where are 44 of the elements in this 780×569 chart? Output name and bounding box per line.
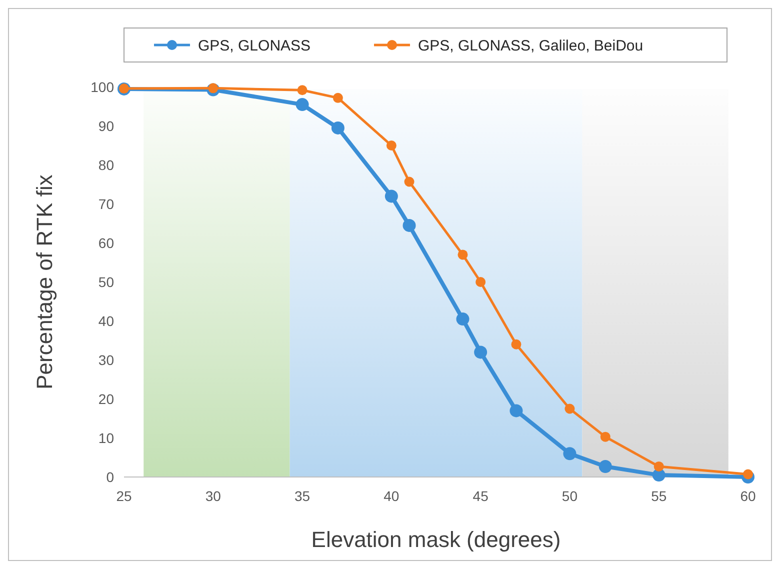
point (386, 140, 396, 150)
point (456, 312, 470, 326)
point (743, 469, 753, 480)
legend-label: GPS, GLONASS, Galileo, BeiDou (418, 37, 644, 54)
point (208, 83, 218, 94)
y-tick-label: 80 (98, 156, 114, 173)
x-tick-label: 35 (294, 488, 310, 504)
point (510, 404, 523, 418)
point (404, 176, 414, 187)
point (654, 461, 664, 472)
point (476, 277, 486, 287)
y-tick-label: 70 (98, 196, 114, 212)
y-tick-label: 30 (98, 352, 114, 368)
y-axis-title: Percentage of RTK fix (32, 174, 57, 390)
legend-label: GPS, GLONASS (198, 37, 311, 54)
point (600, 432, 610, 442)
point (402, 218, 416, 232)
y-tick-label: 50 (98, 274, 114, 290)
point (297, 85, 308, 96)
y-tick-label: 40 (98, 312, 114, 329)
x-tick-label: 30 (205, 488, 222, 504)
y-tick-label: 0 (106, 468, 114, 485)
point (332, 92, 343, 103)
point (598, 460, 612, 473)
y-tick-label: 90 (98, 118, 114, 134)
point (296, 98, 309, 112)
point (331, 121, 344, 134)
point (474, 346, 488, 359)
x-tick-label: 40 (384, 488, 400, 504)
x-tick-label: 45 (472, 488, 489, 504)
point (564, 404, 575, 414)
point (384, 190, 398, 203)
point (563, 447, 576, 460)
point (458, 250, 468, 260)
x-tick-label: 50 (562, 488, 578, 504)
point (511, 339, 522, 350)
x-tick-label: 55 (651, 488, 667, 504)
x-tick-label: 60 (740, 488, 756, 504)
y-tick-label: 20 (98, 390, 114, 407)
y-tick-label: 10 (98, 430, 114, 446)
y-tick-label: 60 (98, 234, 114, 251)
y-tick-label: 100 (90, 78, 114, 95)
x-axis-title: Elevation mask (degrees) (311, 527, 561, 552)
x-tick-label: 25 (116, 488, 132, 504)
